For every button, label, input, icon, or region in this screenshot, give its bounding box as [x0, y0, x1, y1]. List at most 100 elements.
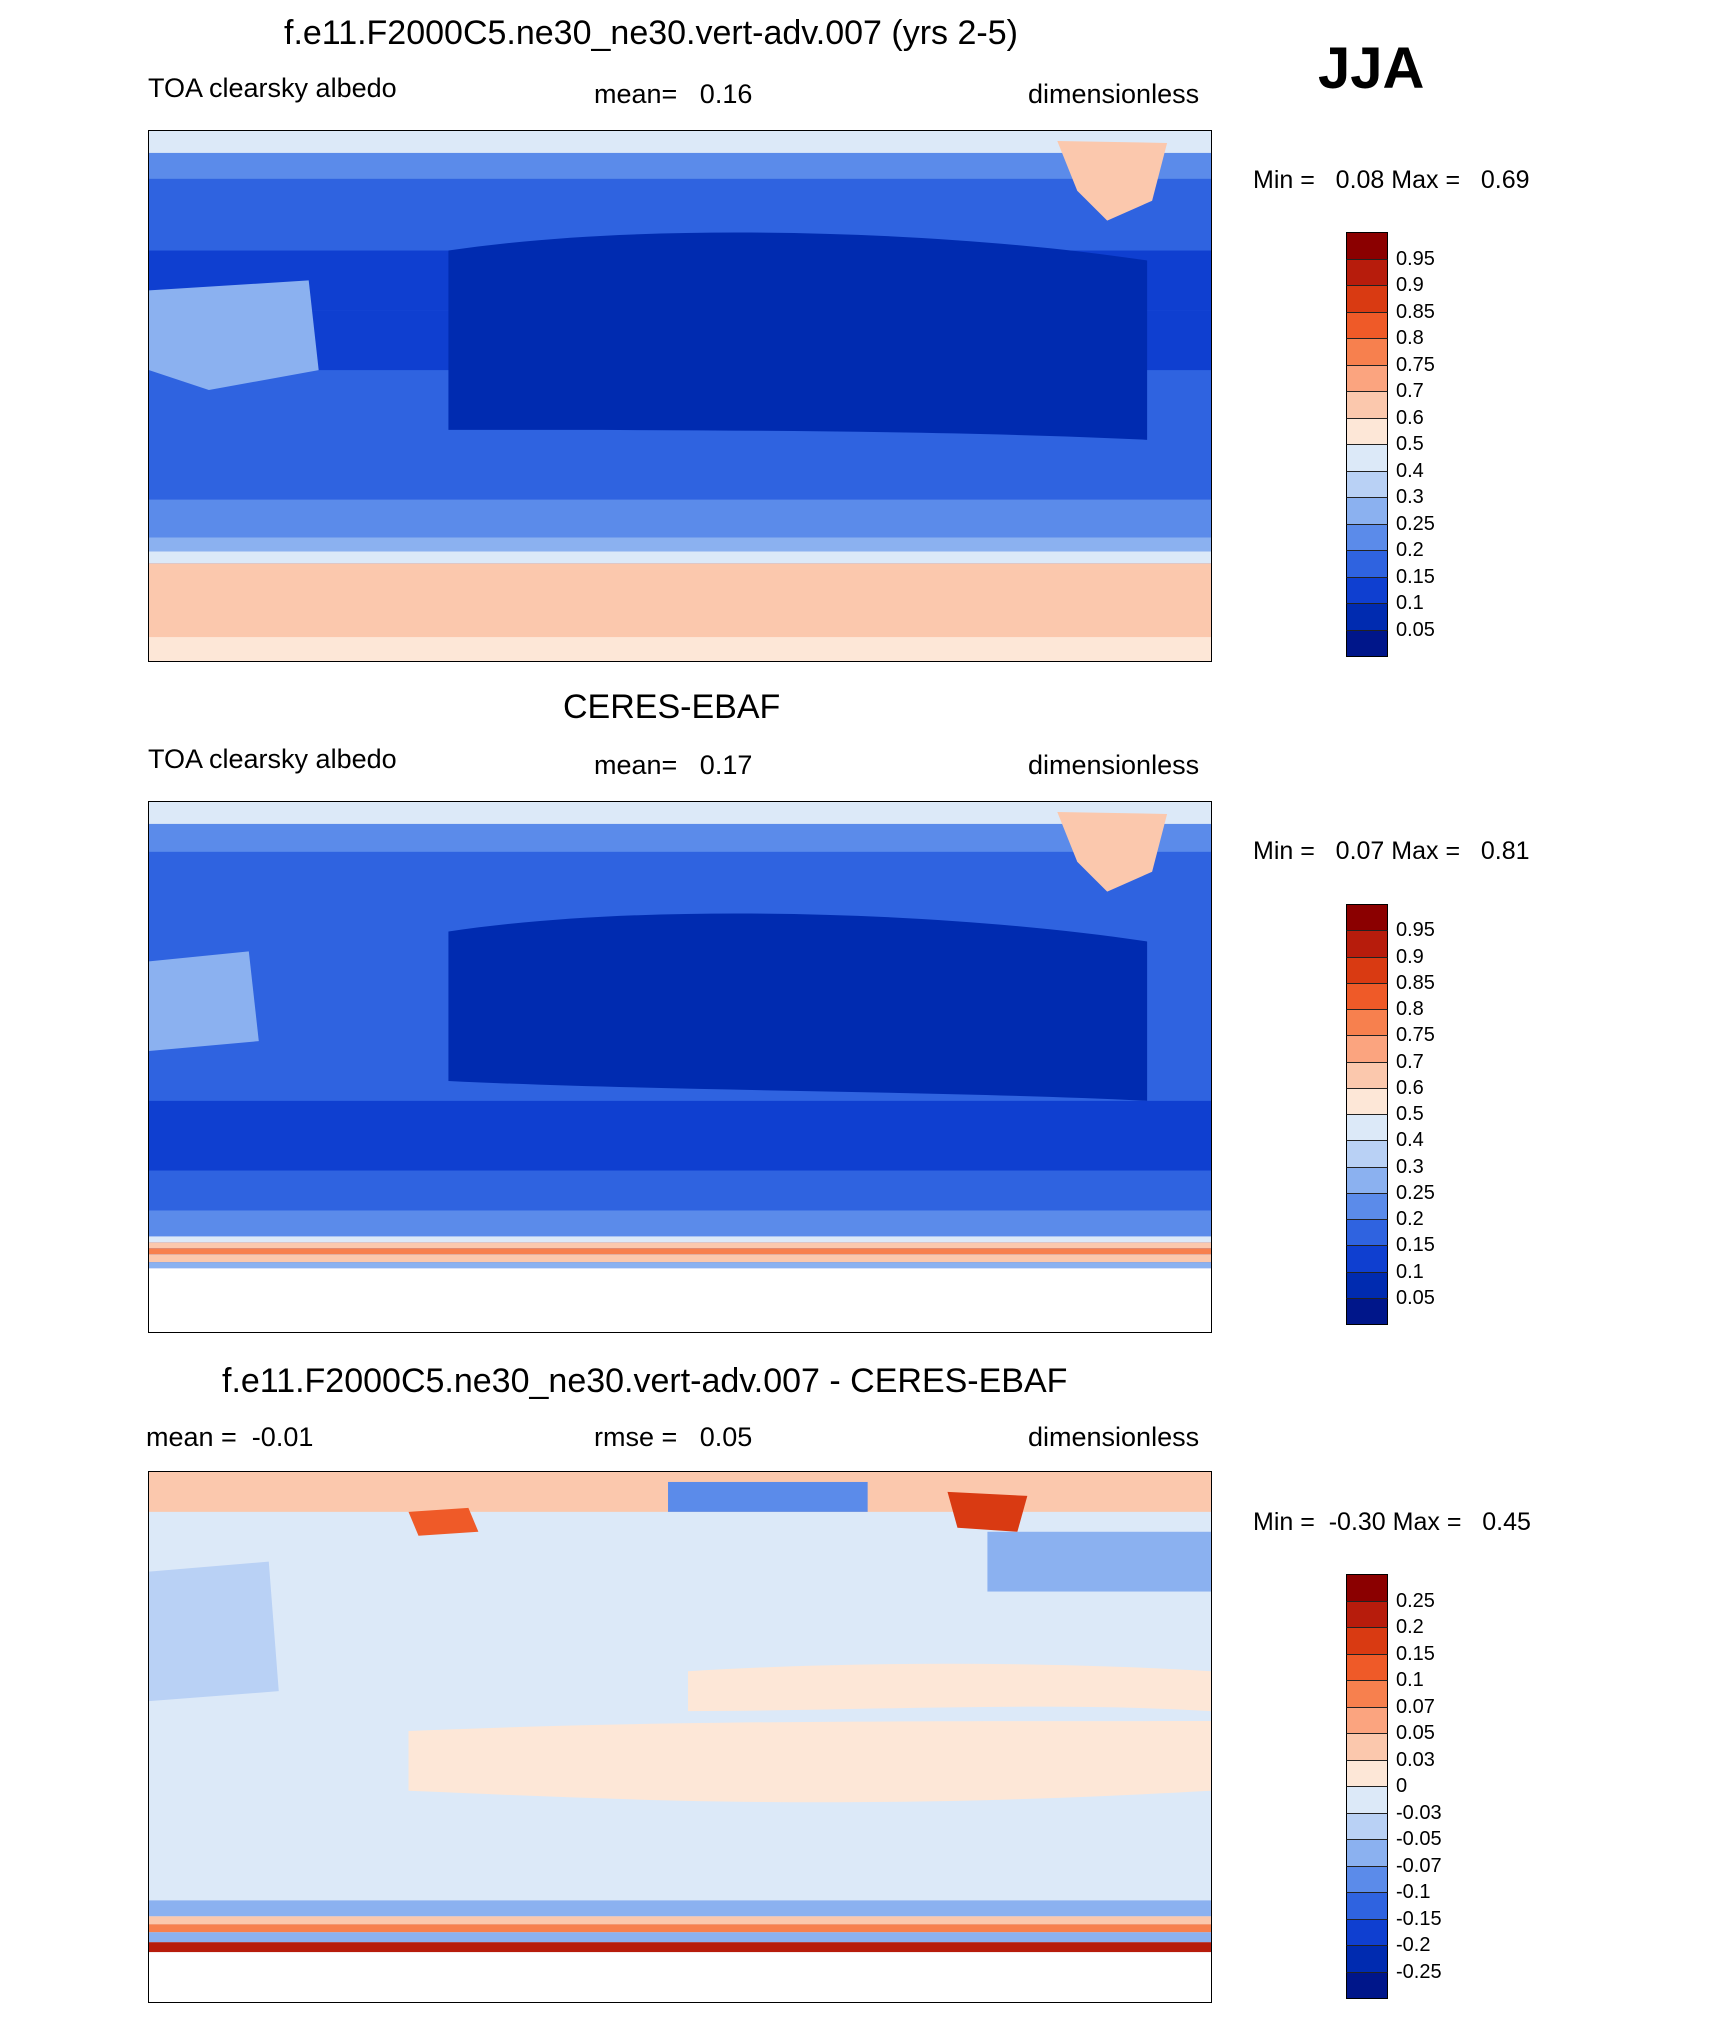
colorbar-tick-label: -0.1: [1396, 1881, 1431, 1903]
colorbar-swatch: [1346, 1009, 1388, 1037]
panel-3-rmse-label: rmse = 0.05: [594, 1422, 753, 1452]
colorbar-tick-label: 0.1: [1396, 1669, 1424, 1691]
difference-map: [148, 1471, 1212, 2003]
panel-1-title: f.e11.F2000C5.ne30_ne30.vert-adv.007 (yr…: [284, 14, 1018, 52]
colorbar-tick-label: 0.2: [1396, 539, 1424, 561]
colorbar-swatch: [1346, 1297, 1388, 1325]
obs-map: [148, 801, 1212, 1333]
colorbar-tick-label: 0.75: [1396, 353, 1435, 376]
colorbar-tick-label: 0.6: [1396, 406, 1424, 429]
panel-3-title: f.e11.F2000C5.ne30_ne30.vert-adv.007 - C…: [222, 1362, 1068, 1400]
colorbar-tick-label: 0.9: [1396, 945, 1424, 968]
colorbar-tick-label: 0.75: [1396, 1024, 1435, 1047]
colorbar-swatch: [1346, 1918, 1388, 1946]
colorbar-swatch: [1346, 391, 1388, 419]
colorbar-swatch: [1346, 1271, 1388, 1299]
colorbar-swatch: [1346, 1245, 1388, 1273]
colorbar-swatch: [1346, 550, 1388, 578]
colorbar-tick-label: -0.03: [1396, 1801, 1442, 1824]
panel-2-variable-label: TOA clearsky albedo: [148, 744, 397, 774]
colorbar-swatch: [1346, 417, 1388, 445]
colorbar-tick-label: -0.05: [1396, 1828, 1442, 1850]
colorbar-swatch: [1346, 1733, 1388, 1761]
colorbar-tick-label: 0.03: [1396, 1748, 1435, 1771]
colorbar-tick-label: 0.8: [1396, 998, 1424, 1020]
colorbar-swatch: [1346, 232, 1388, 260]
difference-map-field: [149, 1472, 1211, 2002]
colorbar-swatch: [1346, 497, 1388, 525]
model-map: [148, 130, 1212, 662]
colorbar-tick-label: 0.7: [1396, 1050, 1424, 1073]
colorbar-swatch: [1346, 311, 1388, 339]
colorbar-tick-label: -0.07: [1396, 1854, 1442, 1877]
colorbar-swatch: [1346, 285, 1388, 313]
panel-1-minmax: Min = 0.08 Max = 0.69: [1253, 166, 1530, 194]
colorbar-swatch: [1346, 470, 1388, 498]
colorbar-swatch: [1346, 1839, 1388, 1867]
colorbar-tick-label: 0.4: [1396, 459, 1424, 482]
panel-2-title: CERES-EBAF: [563, 688, 781, 726]
colorbar-swatch: [1346, 1971, 1388, 1999]
colorbar-tick-label: 0.25: [1396, 1589, 1435, 1612]
colorbar-swatch: [1346, 629, 1388, 657]
colorbar-swatch: [1346, 956, 1388, 984]
colorbar-swatch: [1346, 364, 1388, 392]
panel-3-mean-label: mean = -0.01: [146, 1422, 314, 1452]
colorbar-swatch: [1346, 1706, 1388, 1734]
colorbar-tick-label: 0.9: [1396, 274, 1424, 296]
panel-1-colorbar: 0.95 0.9 0.85 0.8 0.75 0.7 0.6 0.5 0.4 0.3 0.25 0.2…: [1346, 232, 1435, 657]
colorbar-swatch: [1346, 1087, 1388, 1115]
colorbar-tick-label: 0.95: [1396, 919, 1435, 942]
colorbar-swatch: [1346, 1140, 1388, 1168]
panel-2-units-label: dimensionless: [1028, 750, 1200, 780]
colorbar-swatch: [1346, 1680, 1388, 1708]
colorbar-swatch: [1346, 1759, 1388, 1787]
colorbar-swatch: [1346, 1192, 1388, 1220]
colorbar-swatch: [1346, 1166, 1388, 1194]
colorbar-tick-label: 0.7: [1396, 380, 1424, 402]
colorbar-tick-label: -0.25: [1396, 1960, 1442, 1983]
colorbar-swatch: [1346, 1061, 1388, 1089]
colorbar-swatch: [1346, 1812, 1388, 1840]
colorbar-swatch: [1346, 1114, 1388, 1142]
colorbar-tick-label: 0.85: [1396, 300, 1435, 323]
colorbar-tick-label: 0.05: [1396, 1722, 1435, 1744]
colorbar-tick-label: 0.3: [1396, 1155, 1424, 1178]
colorbar-swatch: [1346, 930, 1388, 958]
panel-3-minmax: Min = -0.30 Max = 0.45: [1253, 1508, 1531, 1536]
colorbar-swatch: [1346, 444, 1388, 472]
colorbar-swatch: [1346, 1600, 1388, 1628]
colorbar-tick-label: 0.15: [1396, 1642, 1435, 1665]
colorbar-tick-label: 0: [1396, 1775, 1408, 1797]
panel-1-variable-label: TOA clearsky albedo: [148, 73, 397, 103]
colorbar-tick-label: 0.95: [1396, 247, 1435, 270]
colorbar-tick-label: 0.07: [1396, 1695, 1435, 1718]
colorbar-swatch: [1346, 576, 1388, 604]
colorbar-swatch: [1346, 1035, 1388, 1063]
colorbar-tick-label: 0.2: [1396, 1208, 1424, 1230]
colorbar-swatch: [1346, 1574, 1388, 1602]
panel-2-mean-label: mean= 0.17: [594, 750, 753, 780]
colorbar-tick-label: 0.2: [1396, 1616, 1424, 1638]
panel-2-minmax: Min = 0.07 Max = 0.81: [1253, 837, 1530, 865]
colorbar-swatch: [1346, 1945, 1388, 1973]
colorbar-tick-label: 0.5: [1396, 433, 1424, 455]
model-map-field: [149, 131, 1211, 661]
colorbar-swatch: [1346, 1865, 1388, 1893]
colorbar-tick-label: 0.3: [1396, 486, 1424, 508]
panel-1-units-label: dimensionless: [1028, 79, 1200, 109]
colorbar-swatch: [1346, 1786, 1388, 1814]
colorbar-tick-label: 0.8: [1396, 327, 1424, 349]
colorbar-tick-label: 0.05: [1396, 1286, 1435, 1309]
colorbar-tick-label: 0.25: [1396, 512, 1435, 535]
colorbar-swatch: [1346, 523, 1388, 551]
colorbar-swatch: [1346, 1219, 1388, 1247]
colorbar-swatch: [1346, 982, 1388, 1010]
colorbar-swatch: [1346, 1627, 1388, 1655]
colorbar-swatch: [1346, 904, 1388, 932]
colorbar-swatch: [1346, 603, 1388, 631]
panel-3-units-label: dimensionless: [1028, 1422, 1200, 1452]
colorbar-swatch: [1346, 1653, 1388, 1681]
panel-1-mean-label: mean= 0.16: [594, 79, 753, 109]
colorbar-tick-label: 0.4: [1396, 1129, 1424, 1152]
